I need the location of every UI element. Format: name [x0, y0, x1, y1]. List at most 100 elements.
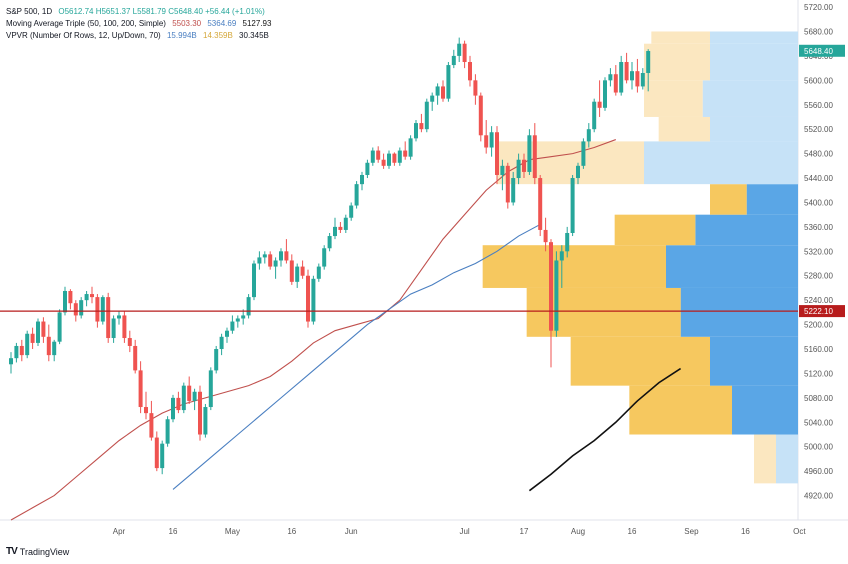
legend-vpvr-row: VPVR (Number Of Rows, 12, Up/Down, 70) 1…: [6, 30, 271, 42]
price-tick-label: 5040.00: [804, 418, 833, 427]
candle-body: [592, 101, 597, 130]
time-tick-label: 17: [520, 527, 529, 536]
candle-body: [100, 297, 105, 322]
time-tick-label: Sep: [684, 527, 699, 536]
candle-body: [554, 260, 559, 331]
vpvr-down-bar: [644, 141, 798, 185]
candle-body: [95, 297, 100, 322]
candle-body: [63, 291, 67, 313]
candle-body: [9, 358, 13, 365]
candle-body: [532, 135, 537, 179]
candle-body: [219, 336, 224, 350]
candle-body: [262, 254, 267, 258]
candle-body: [46, 336, 51, 356]
candle-body: [646, 51, 651, 74]
candle-body: [117, 315, 121, 319]
candle-body: [576, 165, 580, 179]
candle-body: [570, 178, 575, 233]
candle-body: [68, 291, 73, 304]
price-tick-label: 5440.00: [804, 174, 833, 183]
legend-ma-row: Moving Average Triple (50, 100, 200, Sim…: [6, 18, 271, 30]
tradingview-footer: TV TradingView: [6, 546, 69, 557]
candle-body: [30, 333, 35, 343]
tradingview-logo-icon: TV: [6, 546, 18, 557]
vpvr-up-bar: [710, 184, 747, 215]
symbol-title: S&P 500, 1D: [6, 7, 53, 16]
candle-body: [619, 62, 624, 93]
price-tags: 5648.40 5222.10: [799, 44, 845, 318]
candle-body: [41, 321, 46, 337]
candle-body: [122, 315, 127, 339]
candle-body: [538, 178, 543, 230]
candle-body: [613, 74, 618, 93]
candle-body: [311, 278, 316, 322]
time-tick-label: Jun: [345, 527, 358, 536]
candle-body: [414, 123, 418, 139]
candle-body: [435, 86, 440, 96]
price-tick-label: 5200.00: [804, 321, 833, 330]
price-tick-label: 5000.00: [804, 443, 833, 452]
vpvr-down-bar: [710, 43, 798, 81]
candle-body: [181, 385, 186, 411]
price-tick-label: 5120.00: [804, 369, 833, 378]
time-tick-label: Aug: [571, 527, 585, 536]
candle-body: [106, 297, 111, 339]
vpvr-up-bar: [644, 43, 710, 81]
candle-body: [90, 294, 94, 298]
candle-body: [138, 370, 143, 408]
candle-body: [279, 251, 283, 261]
candle-body: [516, 159, 521, 179]
vpvr-down-bar: [732, 385, 798, 435]
vpvr-up-bar: [754, 434, 776, 484]
candle-body: [154, 437, 159, 469]
time-tick-label: 16: [628, 527, 637, 536]
price-tick-label: 5720.00: [804, 3, 833, 12]
candle-body: [392, 153, 397, 163]
vpvr-up-bar: [614, 214, 696, 246]
time-tick-label: 16: [169, 527, 178, 536]
ma200-value: 5127.93: [242, 19, 272, 28]
price-tick-label: 5400.00: [804, 198, 833, 207]
time-tick-label: Oct: [793, 527, 806, 536]
candle-body: [581, 141, 586, 166]
candle-body: [630, 71, 634, 81]
time-tick-label: 16: [287, 527, 296, 536]
candle-body: [36, 321, 40, 343]
candle-body: [73, 303, 78, 316]
vpvr-up-value: 15.994B: [166, 31, 197, 40]
candle-body: [225, 330, 229, 337]
price-tick-label: 5680.00: [804, 27, 833, 36]
candle-body: [338, 226, 343, 230]
candle-body: [111, 318, 116, 339]
vpvr-up-bar: [658, 116, 710, 142]
candle-body: [635, 71, 640, 87]
vpvr-up-bar: [629, 385, 732, 435]
candle-body: [376, 150, 381, 160]
candle-body: [84, 294, 89, 301]
price-tick-label: 5280.00: [804, 272, 833, 281]
time-tick-label: Jul: [459, 527, 469, 536]
candle-body: [451, 55, 456, 66]
price-tick-label: 4960.00: [804, 467, 833, 476]
candle-body: [257, 257, 262, 264]
candle-body: [543, 229, 548, 243]
candle-body: [187, 385, 192, 401]
candle-body: [597, 101, 602, 108]
price-tick-label: 5360.00: [804, 223, 833, 232]
vpvr-up-bar: [644, 80, 703, 117]
candle-body: [462, 43, 467, 63]
vpvr-up-bar: [651, 31, 710, 44]
candle-body: [57, 312, 62, 342]
vpvr-down-bar: [680, 287, 798, 337]
price-tick-label: 5520.00: [804, 125, 833, 134]
candle-body: [381, 159, 386, 166]
tradingview-brand: TradingView: [19, 546, 70, 557]
candle-body: [403, 150, 408, 157]
vpvr-down-bar: [702, 80, 798, 117]
price-tick-label: 5560.00: [804, 101, 833, 110]
price-tick-label: 5080.00: [804, 394, 833, 403]
candle-body: [327, 236, 332, 249]
candle-body: [235, 318, 240, 322]
candle-body: [478, 95, 483, 136]
candle-body: [165, 419, 170, 444]
